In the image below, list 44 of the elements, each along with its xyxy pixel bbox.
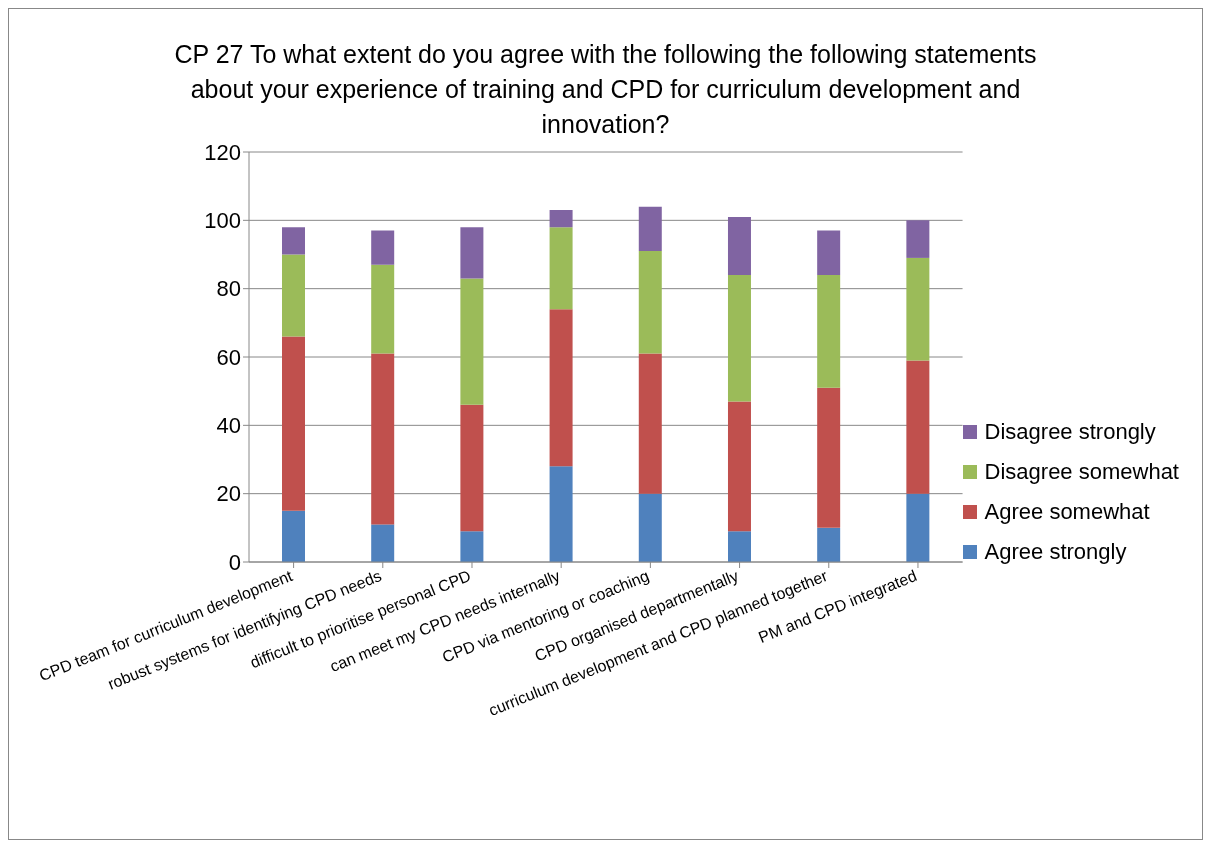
y-tick-label: 40 xyxy=(216,413,241,439)
bar xyxy=(549,227,573,310)
y-tick-label: 60 xyxy=(216,344,241,370)
bar xyxy=(906,360,930,494)
y-tick-label: 120 xyxy=(204,139,241,165)
y-tick-label: 0 xyxy=(228,549,241,575)
bar xyxy=(460,404,484,532)
y-tick-label: 80 xyxy=(216,276,241,302)
bar xyxy=(817,230,841,275)
bar xyxy=(549,466,573,562)
bar xyxy=(549,309,573,467)
legend-label: Agree strongly xyxy=(984,539,1127,565)
bar xyxy=(817,527,841,562)
bar xyxy=(371,524,395,562)
legend-label: Disagree somewhat xyxy=(984,459,1179,485)
bar xyxy=(282,510,305,562)
bar xyxy=(638,206,662,252)
legend-label: Disagree strongly xyxy=(984,419,1156,445)
legend-label: Agree somewhat xyxy=(984,499,1150,525)
bar xyxy=(727,216,751,275)
bar xyxy=(727,531,751,562)
y-tick-label: 100 xyxy=(204,208,241,234)
bar xyxy=(906,220,930,258)
bar xyxy=(817,275,841,388)
bar xyxy=(727,401,751,532)
bar xyxy=(460,278,484,405)
bar xyxy=(282,227,305,255)
bar xyxy=(460,227,484,279)
bar xyxy=(371,264,395,354)
y-tick-label: 20 xyxy=(216,481,241,507)
bar xyxy=(906,257,930,361)
bar xyxy=(638,353,662,494)
bar xyxy=(727,275,751,402)
chart-title: CP 27 To what extent do you agree with the following the following statements about your experience of training and CPD for curriculum development and innovation? xyxy=(174,40,1037,138)
bar xyxy=(638,493,662,562)
bar xyxy=(638,251,662,354)
bar xyxy=(549,210,573,228)
bar xyxy=(371,230,395,265)
bar xyxy=(282,336,305,511)
bar xyxy=(817,387,841,528)
bar xyxy=(282,254,305,337)
bar xyxy=(906,493,930,562)
bar xyxy=(460,531,484,562)
bar xyxy=(371,353,395,525)
